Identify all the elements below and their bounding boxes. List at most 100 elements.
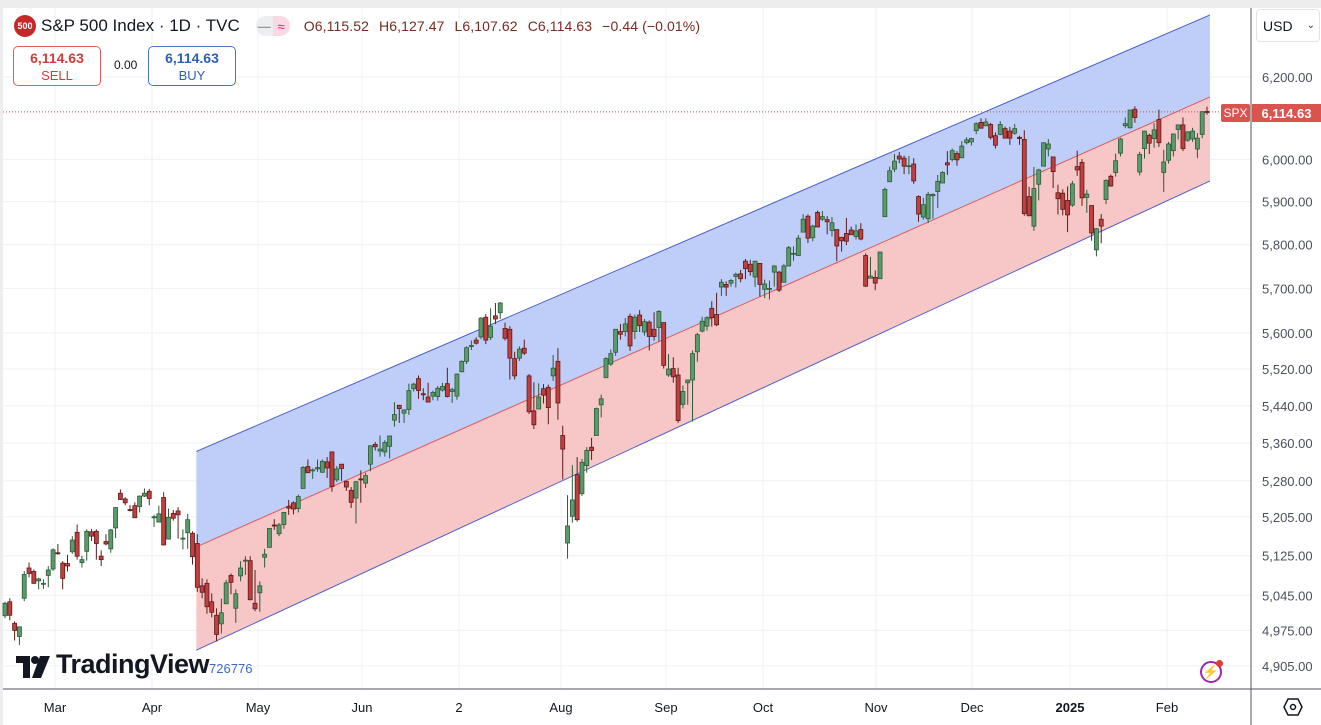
candle — [175, 507, 181, 539]
candle-body — [132, 505, 138, 519]
candle — [170, 510, 176, 521]
candle-body — [565, 525, 570, 544]
candle-body — [507, 328, 513, 359]
candle — [247, 556, 253, 601]
candle-body — [882, 188, 888, 218]
candle-body — [694, 334, 700, 353]
wave-icon[interactable]: ≈ — [272, 16, 290, 36]
candle — [473, 337, 479, 345]
settings-icon[interactable] — [1283, 698, 1303, 716]
candle — [377, 435, 383, 457]
candle — [574, 457, 580, 522]
candle-body — [786, 247, 792, 267]
candle — [50, 548, 56, 571]
candle-body — [41, 582, 46, 585]
candle — [137, 495, 143, 513]
candle — [690, 350, 695, 422]
candle-body — [853, 230, 859, 237]
candle — [593, 407, 599, 436]
candle-body — [1137, 154, 1143, 173]
sell-button[interactable]: 6,114.63 SELL — [13, 46, 101, 86]
x-tick-label: 2 — [455, 700, 462, 715]
candle-body — [550, 367, 556, 377]
candle-body — [1161, 161, 1167, 173]
y-tick-label: 6,000.00 — [1262, 152, 1313, 167]
candle-body — [603, 358, 609, 379]
minus-icon[interactable]: — — [257, 18, 271, 34]
candle — [584, 447, 590, 473]
candle-body — [795, 237, 801, 256]
candle-body — [199, 585, 205, 593]
candle — [343, 480, 349, 491]
candle-body — [430, 391, 436, 397]
candle-body — [690, 353, 695, 381]
candle — [363, 472, 369, 488]
candle — [791, 246, 796, 261]
candle-body — [1094, 228, 1099, 251]
candle — [1137, 151, 1143, 176]
candle-body — [7, 601, 13, 616]
candle-body — [1113, 160, 1119, 173]
candle-body — [949, 150, 955, 160]
candle — [420, 388, 426, 401]
candle — [694, 332, 700, 362]
candle — [892, 153, 897, 173]
candle — [93, 529, 99, 560]
candle — [1194, 133, 1200, 159]
chart-mode-toggle[interactable]: — ≈ — [255, 16, 290, 36]
candle-body — [723, 284, 729, 288]
candle — [565, 495, 570, 559]
candle — [502, 322, 508, 341]
candle-body — [997, 124, 1003, 135]
candle-body — [1146, 134, 1152, 144]
candle — [1103, 179, 1109, 205]
candle-body — [613, 328, 619, 353]
candle — [31, 569, 37, 584]
symbol-price-tag: SPX — [1221, 104, 1250, 122]
candle-body — [646, 321, 652, 337]
candle-body — [829, 222, 835, 231]
candle-body — [1089, 205, 1095, 234]
symbol-title[interactable]: S&P 500 Index · 1D · TVC — [41, 16, 240, 35]
candle-body — [464, 347, 469, 362]
high-value: H6,127.47 — [379, 18, 445, 34]
candle — [786, 245, 792, 267]
currency-select[interactable]: USD ⌄ — [1256, 9, 1320, 42]
candle-body — [497, 302, 503, 314]
candle-body — [839, 236, 844, 242]
candle-body — [545, 386, 551, 409]
candle-body — [425, 396, 431, 403]
candle — [483, 314, 489, 345]
candle-body — [868, 275, 873, 279]
candle-body — [815, 211, 820, 228]
candle-body — [738, 273, 744, 280]
candle-body — [305, 466, 311, 474]
lightning-icon[interactable]: ⚡ — [1200, 660, 1223, 683]
candle — [944, 151, 950, 175]
candle — [718, 279, 724, 296]
candle-body — [17, 626, 22, 637]
candle — [512, 351, 518, 380]
candle-body — [728, 280, 734, 284]
candle — [656, 310, 662, 342]
buy-button[interactable]: 6,114.63 BUY — [148, 46, 236, 86]
candle — [844, 217, 849, 246]
candle — [368, 445, 373, 472]
candle — [1127, 109, 1133, 129]
candle — [310, 468, 316, 479]
candle — [1199, 111, 1205, 139]
candle — [536, 383, 542, 410]
candle — [959, 141, 965, 159]
candle-body — [920, 204, 926, 218]
candle — [7, 598, 13, 621]
candle — [762, 279, 768, 299]
candle — [449, 387, 455, 403]
candle — [670, 357, 676, 383]
buy-price: 6,114.63 — [165, 50, 219, 66]
candle-body — [377, 448, 383, 452]
candle — [983, 118, 989, 127]
candle — [319, 459, 325, 473]
candle-body — [185, 519, 191, 534]
candle — [41, 579, 46, 589]
